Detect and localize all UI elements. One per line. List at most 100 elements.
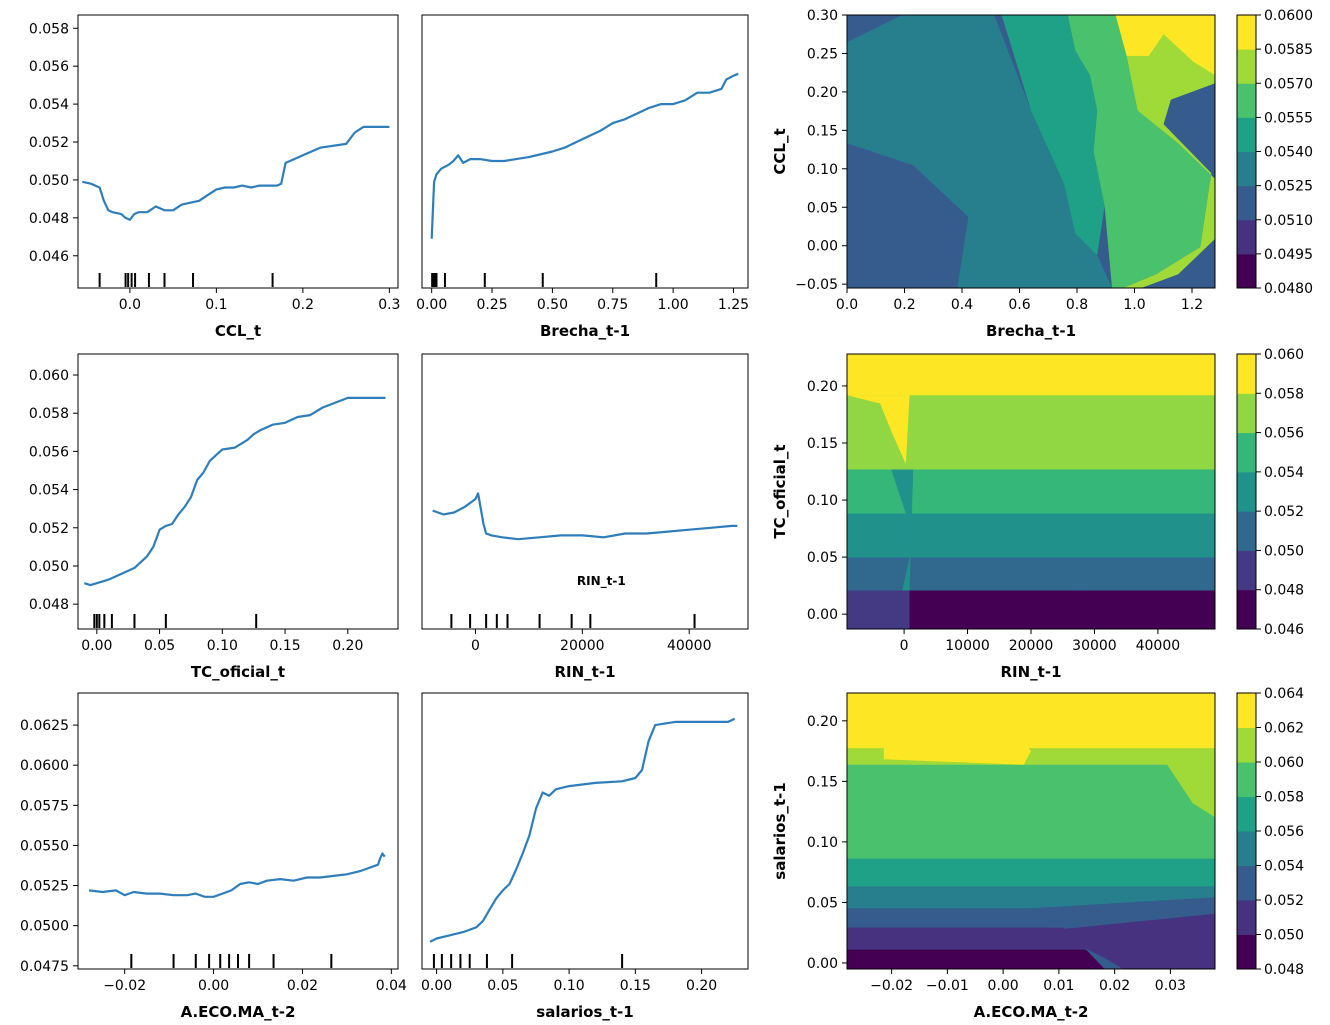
colorbar-band xyxy=(1237,49,1256,84)
x-tick-label: 0.00 xyxy=(416,297,447,313)
panel-7: −0.02 0.00 0.02 0.04 0.0475 0.0500 0.0525 0.055… xyxy=(20,692,407,1021)
contour-region xyxy=(1159,753,1215,818)
x-tick-label: 0.00 xyxy=(198,978,229,994)
panel-2: 0.00 0.25 0.50 0.75 1.00 1.25 Brecha_t-1 xyxy=(416,14,749,340)
x-tick-label: 0.20 xyxy=(686,978,717,994)
plot-frame xyxy=(77,14,399,289)
x-tick-label: 0.2 xyxy=(292,297,314,313)
x-tick-label: 0.05 xyxy=(144,638,175,654)
x-tick-label: 0.8 xyxy=(1066,297,1088,313)
y-tick-label: 0.10 xyxy=(807,162,838,178)
y-tick-label: 0.05 xyxy=(807,895,838,911)
x-tick-label: 0 xyxy=(471,638,480,654)
x-tick-label: 0.2 xyxy=(893,297,915,313)
colorbar-tick-label: 0.0495 xyxy=(1264,247,1313,263)
x-tick-label: 0.1 xyxy=(205,297,227,313)
x-axis-label: TC_oficial_t xyxy=(191,663,285,681)
x-axis-label: Brecha_t-1 xyxy=(986,322,1076,340)
y-tick-label: 0.058 xyxy=(29,406,69,422)
plot-frame xyxy=(846,692,1216,970)
colorbar-tick-label: 0.054 xyxy=(1264,465,1304,481)
y-tick-label: 0.10 xyxy=(807,493,838,509)
colorbar-band xyxy=(1237,865,1256,901)
x-tick-label: 0.15 xyxy=(269,638,300,654)
x-tick-label: 1.00 xyxy=(658,297,689,313)
colorbar-tick-label: 0.058 xyxy=(1264,790,1304,806)
colorbar-tick-label: 0.0525 xyxy=(1264,179,1313,195)
y-tick-label: 0.056 xyxy=(29,59,69,75)
x-tick-label: 30000 xyxy=(1072,638,1117,654)
x-tick-label: −0.02 xyxy=(103,978,146,994)
colorbar-tick-label: 0.048 xyxy=(1264,962,1304,978)
colorbar-band xyxy=(1237,727,1256,763)
colorbar-tick-label: 0.056 xyxy=(1264,426,1304,442)
x-tick-label: 20000 xyxy=(560,638,605,654)
colorbar-tick-label: 0.050 xyxy=(1264,928,1304,944)
colorbar: 0.046 0.048 0.050 0.052 0.054 0.056 0.058 0.060 xyxy=(1236,347,1304,638)
x-tick-label: 0.02 xyxy=(287,978,318,994)
contour-region xyxy=(847,693,1215,750)
y-tick-label: 0.052 xyxy=(29,135,69,151)
panel-6: 0.0460.0480.0500.0520.0540.0560.0580.060… xyxy=(771,347,1304,681)
panel-5: RIN_t-1 0 20000 40000 RIN_t-1 xyxy=(421,353,749,681)
x-tick-label: 0.20 xyxy=(332,638,363,654)
y-tick-label: 0.048 xyxy=(29,597,69,613)
colorbar-band xyxy=(1237,151,1256,187)
panel-9: 0.048 0.050 0.052 0.054 0.056 0.058 0.060 0.062… xyxy=(771,686,1304,1021)
x-tick-label: 20000 xyxy=(1009,638,1054,654)
y-tick-label: 0.050 xyxy=(29,559,69,575)
y-tick-label: 0.20 xyxy=(807,714,838,730)
y-tick-label: 0.00 xyxy=(807,239,838,255)
pd-line xyxy=(88,852,386,898)
y-tick-label: 0.0625 xyxy=(20,718,69,734)
plot-frame xyxy=(421,353,749,630)
plot-frame xyxy=(421,692,749,970)
y-tick-label: 0.20 xyxy=(807,85,838,101)
contour-region xyxy=(847,15,1112,288)
x-tick-label: 1.2 xyxy=(1181,297,1203,313)
y-axis-label: TC_oficial_t xyxy=(771,444,789,538)
y-tick-label: 0.15 xyxy=(807,436,838,452)
panel-4: 0.00 0.05 0.10 0.15 0.20 0.048 0.050 0.052 0.054… xyxy=(29,353,399,681)
pd-line xyxy=(83,396,386,587)
colorbar-band xyxy=(1237,693,1256,728)
x-axis-label: RIN_t-1 xyxy=(554,663,615,681)
y-tick-label: 0.00 xyxy=(807,607,838,623)
x-tick-label: 0.6 xyxy=(1008,297,1030,313)
colorbar-tick-label: 0.058 xyxy=(1264,386,1304,402)
y-tick-label: 0.0500 xyxy=(20,919,69,935)
colorbar-tick-label: 0.0585 xyxy=(1264,42,1313,58)
colorbar-tick-label: 0.0555 xyxy=(1264,110,1313,126)
x-tick-label: 0.15 xyxy=(620,978,651,994)
colorbar-band xyxy=(1237,831,1256,866)
colorbar: 0.048 0.050 0.052 0.054 0.056 0.058 0.060 0.062… xyxy=(1236,686,1304,978)
y-tick-label: 0.0525 xyxy=(20,879,69,895)
x-tick-label: 0.00 xyxy=(81,638,112,654)
y-tick-label: 0.060 xyxy=(29,368,69,384)
y-tick-label: 0.05 xyxy=(807,550,838,566)
contour-region xyxy=(909,590,1197,629)
y-tick-label: 0.00 xyxy=(807,956,838,972)
annotation-label: RIN_t-1 xyxy=(577,574,626,589)
x-tick-label: 0.0 xyxy=(836,297,858,313)
x-tick-label: 0.10 xyxy=(554,978,585,994)
colorbar-tick-label: 0.052 xyxy=(1264,893,1304,909)
x-tick-label: 0.03 xyxy=(1155,978,1186,994)
panel-1: 0.0 0.1 0.2 0.3 0.046 0.048 0.050 0.052 0.054 0.0… xyxy=(29,14,400,340)
colorbar-band xyxy=(1237,762,1256,797)
x-axis-label: CCL_t xyxy=(215,322,261,340)
colorbar-tick-label: 0.056 xyxy=(1264,824,1304,840)
x-tick-label: 0.10 xyxy=(207,638,238,654)
x-tick-label: 0.4 xyxy=(951,297,973,313)
y-tick-label: 0.05 xyxy=(807,200,838,216)
y-tick-label: −0.05 xyxy=(795,277,838,293)
colorbar-tick-label: 0.060 xyxy=(1264,755,1304,771)
colorbar-tick-label: 0.054 xyxy=(1264,859,1304,875)
y-tick-label: 0.15 xyxy=(807,123,838,139)
y-tick-label: 0.058 xyxy=(29,21,69,37)
pd-line xyxy=(429,717,736,943)
y-axis-label: salarios_t-1 xyxy=(771,782,789,879)
colorbar-tick-label: 0.062 xyxy=(1264,721,1304,737)
colorbar-frame xyxy=(1236,353,1257,630)
y-tick-label: 0.056 xyxy=(29,444,69,460)
